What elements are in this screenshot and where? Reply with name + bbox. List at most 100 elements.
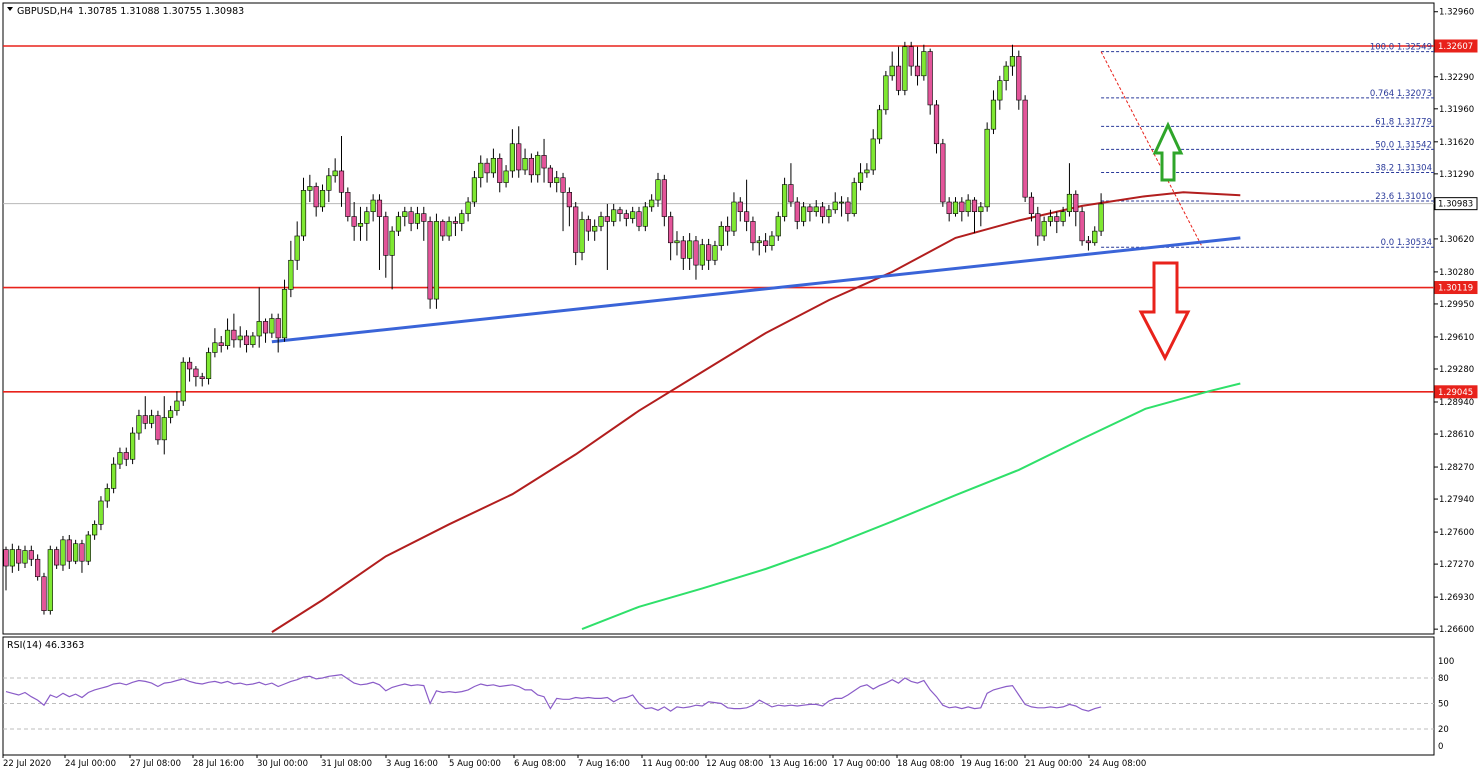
candle-bullish: [718, 225, 724, 246]
candle-bullish: [60, 539, 66, 566]
candle-bearish: [895, 65, 902, 91]
candle-bearish: [376, 199, 383, 217]
candle-bullish: [611, 209, 617, 222]
candle-bearish: [497, 158, 503, 183]
candle-bearish: [28, 550, 34, 560]
candle-bearish: [338, 170, 345, 193]
candle-bearish: [345, 192, 351, 217]
candle-bullish: [756, 240, 762, 244]
candle-bearish: [3, 549, 9, 567]
fib-level-label: 0.764 1.32073: [1370, 89, 1432, 99]
ohlc-label: 1.30785 1.31088 1.30755 1.30983: [78, 6, 244, 17]
candle-bearish: [54, 549, 60, 566]
price-axis-label: 1.26600: [1439, 625, 1474, 635]
candle-bullish: [655, 179, 661, 201]
candle-bullish: [857, 172, 864, 183]
candle-bullish: [319, 190, 326, 208]
candle-bearish: [668, 216, 674, 244]
time-axis-label: 3 Aug 16:00: [386, 759, 438, 769]
candle-bullish: [250, 335, 256, 346]
price-axis-label: 1.31290: [1439, 170, 1474, 180]
candle-bullish: [357, 223, 364, 227]
price-axis-label: 1.32960: [1439, 8, 1474, 18]
price-axis-label: 1.31620: [1439, 138, 1474, 148]
candle-bullish: [952, 201, 959, 214]
rsi-axis-label: 80: [1438, 674, 1449, 684]
candle-bearish: [218, 342, 224, 346]
rsi-axis-label: 50: [1438, 700, 1449, 710]
candle-bearish: [199, 376, 205, 379]
candle-bearish: [383, 216, 389, 256]
candle-bullish: [326, 175, 332, 191]
candle-bearish: [573, 206, 579, 253]
candle-bearish: [940, 143, 946, 203]
candle-bullish: [459, 213, 465, 224]
candle-bearish: [617, 209, 623, 214]
candle-bullish: [1041, 221, 1047, 237]
candle-bearish: [737, 201, 743, 213]
support-trendline: [271, 236, 1241, 344]
moving-average-green: [581, 382, 1241, 631]
candle-bullish: [92, 524, 98, 536]
candle-bullish: [965, 199, 971, 213]
symbol-dropdown-icon[interactable]: [7, 7, 13, 11]
candle-bullish: [395, 216, 402, 232]
price-badge-label: 1.29045: [1438, 388, 1473, 398]
candle-bullish: [630, 211, 636, 219]
price-axis-label: 1.29950: [1439, 300, 1474, 310]
price-axis-label: 1.27270: [1439, 560, 1474, 570]
candle-bearish: [275, 318, 281, 339]
candle-bearish: [693, 240, 699, 266]
arrow-down-icon: [1138, 261, 1191, 362]
candle-bullish: [402, 211, 408, 217]
candle-bullish: [864, 169, 870, 174]
candle-bearish: [427, 221, 433, 300]
candle-bullish: [205, 352, 212, 379]
fib-level-label: 38.2 1.31304: [1375, 163, 1432, 173]
candle-bullish: [136, 415, 142, 434]
candle-bearish: [35, 558, 41, 578]
candle-bearish: [794, 201, 800, 222]
fib-anchor-line: [1100, 51, 1203, 248]
candle-bullish: [307, 186, 313, 191]
price-axis-label: 1.29610: [1439, 333, 1474, 343]
level-price-badge: [1434, 281, 1478, 295]
candle-bullish: [471, 177, 478, 203]
time-axis-label: 27 Jul 08:00: [130, 759, 181, 769]
level-price-badge: [1434, 39, 1478, 53]
candle-bullish: [370, 199, 376, 213]
candle-bullish: [1003, 65, 1009, 81]
candle-bearish: [440, 221, 446, 237]
candle-bullish: [876, 109, 883, 140]
candle-bullish: [554, 177, 560, 183]
candle-bearish: [819, 206, 826, 217]
candle-bullish: [851, 182, 857, 214]
candle-bearish: [623, 213, 629, 219]
level-price-badge: [1434, 385, 1478, 399]
time-axis-label: 11 Aug 00:00: [642, 759, 699, 769]
candle-bullish: [224, 329, 231, 346]
time-axis-label: 13 Aug 16:00: [770, 759, 827, 769]
candle-bullish: [832, 201, 838, 211]
candle-bullish: [997, 80, 1003, 101]
price-axis-label: 1.28270: [1439, 463, 1474, 473]
candle-bullish: [649, 199, 655, 208]
candle-bullish: [414, 213, 421, 224]
rsi-label: RSI(14) 46.3363: [7, 640, 84, 651]
candle-bearish: [1035, 213, 1041, 237]
candle-bullish: [174, 400, 180, 412]
current-price-badge: [1434, 197, 1478, 211]
candle-bullish: [300, 190, 307, 237]
symbol-label: GBPUSD,H4: [17, 6, 73, 17]
candle-bullish: [180, 361, 186, 402]
candle-bearish: [231, 329, 237, 341]
candle-bearish: [41, 576, 47, 612]
candle-bearish: [636, 211, 642, 227]
candle-bullish: [579, 219, 585, 253]
candle-bearish: [142, 415, 148, 424]
candle-bearish: [528, 158, 534, 176]
candle-bullish: [111, 463, 117, 489]
price-axis-label: 1.30280: [1439, 268, 1474, 278]
candle-bullish: [781, 184, 788, 217]
